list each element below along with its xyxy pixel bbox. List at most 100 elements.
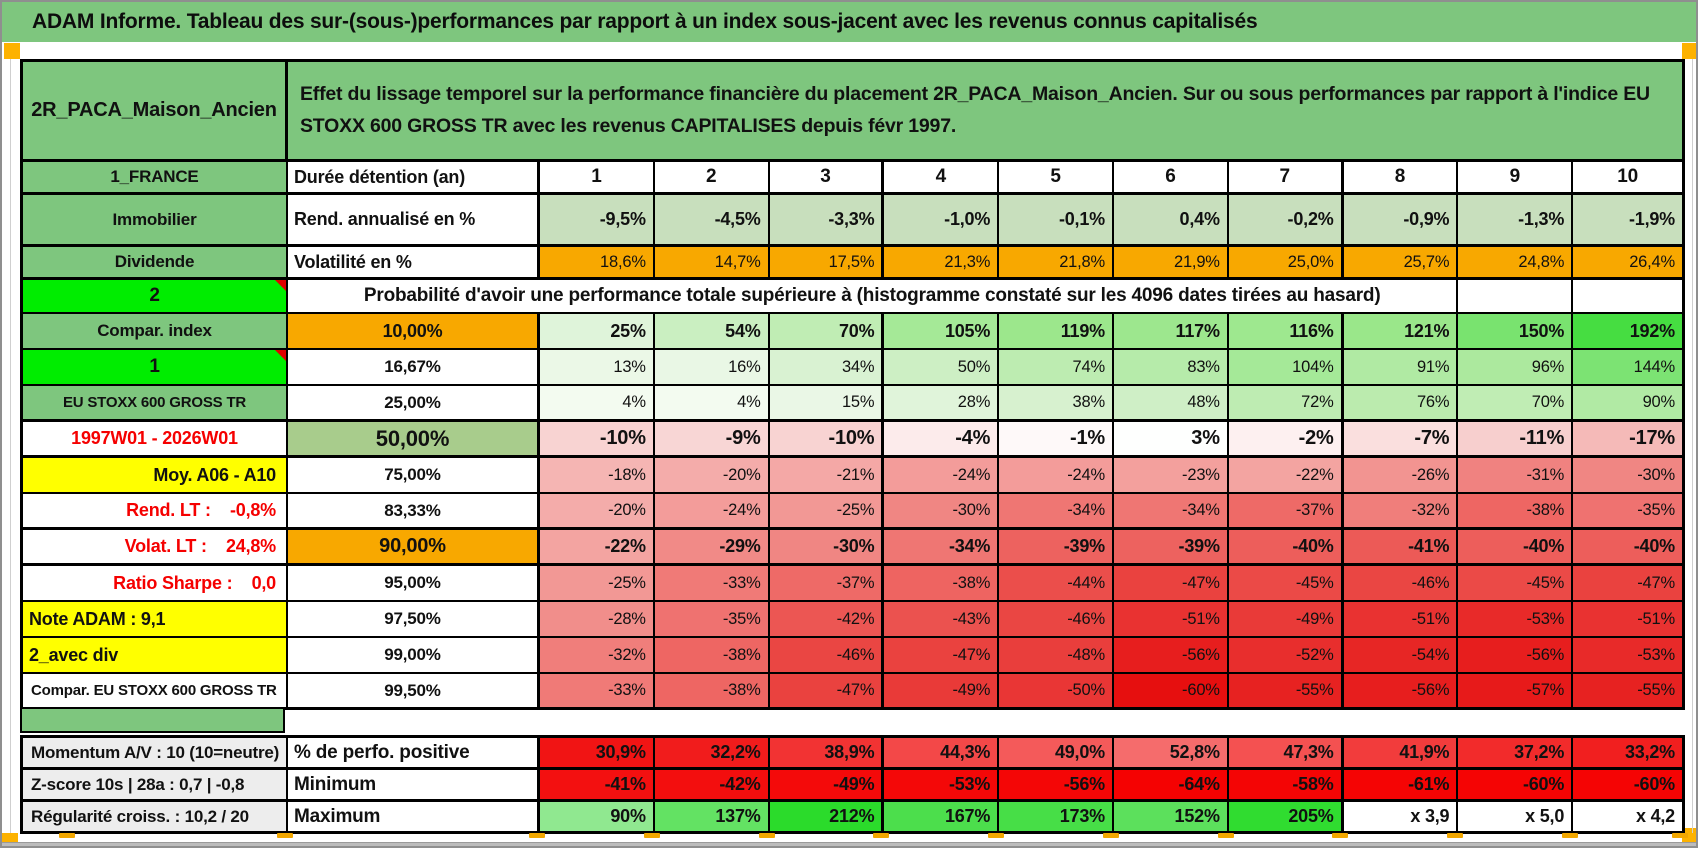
- data-cell[interactable]: -38%: [884, 566, 1000, 602]
- data-cell[interactable]: -47%: [1573, 566, 1685, 602]
- data-cell[interactable]: 25,7%: [1343, 247, 1459, 280]
- data-cell[interactable]: -20%: [654, 458, 770, 494]
- data-cell[interactable]: 54%: [654, 314, 770, 350]
- row-label-cell[interactable]: Moy. A06 - A10: [23, 458, 288, 494]
- data-cell[interactable]: -55%: [1228, 674, 1344, 710]
- data-cell[interactable]: 25%: [540, 314, 655, 350]
- data-cell[interactable]: -53%: [884, 770, 1000, 802]
- data-cell[interactable]: 30,9%: [540, 738, 655, 770]
- data-cell[interactable]: 26,4%: [1573, 247, 1685, 280]
- data-cell[interactable]: 34%: [769, 350, 885, 386]
- data-cell[interactable]: 119%: [999, 314, 1114, 350]
- data-cell[interactable]: -49%: [769, 770, 885, 802]
- data-cell[interactable]: -11%: [1458, 422, 1574, 458]
- metric-label-cell[interactable]: 95,00%: [288, 566, 540, 602]
- data-cell[interactable]: 121%: [1343, 314, 1459, 350]
- data-cell[interactable]: -47%: [884, 638, 1000, 674]
- data-cell[interactable]: -56%: [1458, 638, 1574, 674]
- data-cell[interactable]: -38%: [654, 638, 770, 674]
- data-cell[interactable]: -45%: [1458, 566, 1574, 602]
- data-cell[interactable]: -17%: [1573, 422, 1685, 458]
- data-cell[interactable]: 4%: [654, 386, 770, 422]
- data-cell[interactable]: 144%: [1573, 350, 1685, 386]
- data-cell[interactable]: 21,8%: [999, 247, 1114, 280]
- data-cell[interactable]: -51%: [1573, 602, 1685, 638]
- data-cell[interactable]: 70%: [769, 314, 885, 350]
- data-cell[interactable]: 192%: [1573, 314, 1685, 350]
- data-cell[interactable]: -3,3%: [769, 195, 885, 247]
- data-cell[interactable]: -39%: [999, 530, 1114, 566]
- data-cell[interactable]: 116%: [1228, 314, 1344, 350]
- data-cell[interactable]: -60%: [1113, 674, 1229, 710]
- data-cell[interactable]: 173%: [999, 802, 1114, 834]
- data-cell[interactable]: -0,1%: [999, 195, 1114, 247]
- data-cell[interactable]: 47,3%: [1228, 738, 1344, 770]
- metric-label-cell[interactable]: 99,50%: [288, 674, 540, 710]
- data-cell[interactable]: -32%: [540, 638, 655, 674]
- data-cell[interactable]: 96%: [1458, 350, 1574, 386]
- data-cell[interactable]: 33,2%: [1573, 738, 1685, 770]
- data-cell[interactable]: -46%: [999, 602, 1114, 638]
- data-cell[interactable]: -41%: [540, 770, 655, 802]
- data-cell[interactable]: 13%: [540, 350, 655, 386]
- data-cell[interactable]: 5: [999, 162, 1114, 195]
- data-cell[interactable]: -1,3%: [1458, 195, 1574, 247]
- data-cell[interactable]: -0,2%: [1228, 195, 1344, 247]
- data-cell[interactable]: 28%: [884, 386, 1000, 422]
- data-cell[interactable]: 105%: [884, 314, 1000, 350]
- data-cell[interactable]: x 4,2: [1573, 802, 1685, 834]
- row-label-cell[interactable]: Immobilier: [23, 195, 288, 247]
- data-cell[interactable]: 21,3%: [884, 247, 1000, 280]
- metric-label-cell[interactable]: 99,00%: [288, 638, 540, 674]
- data-cell[interactable]: 50%: [884, 350, 1000, 386]
- data-cell[interactable]: 3%: [1113, 422, 1229, 458]
- data-cell[interactable]: -40%: [1573, 530, 1685, 566]
- data-cell[interactable]: -21%: [769, 458, 885, 494]
- data-cell[interactable]: -46%: [769, 638, 885, 674]
- data-cell[interactable]: 167%: [884, 802, 1000, 834]
- data-cell[interactable]: 205%: [1228, 802, 1344, 834]
- data-cell[interactable]: -34%: [884, 530, 1000, 566]
- data-cell[interactable]: 83%: [1113, 350, 1229, 386]
- row-label-cell[interactable]: 2: [23, 280, 288, 314]
- data-cell[interactable]: x 3,9: [1343, 802, 1459, 834]
- metric-label-cell[interactable]: 75,00%: [288, 458, 540, 494]
- data-cell[interactable]: -60%: [1573, 770, 1685, 802]
- metric-label-cell[interactable]: 83,33%: [288, 494, 540, 530]
- metric-label-cell[interactable]: 97,50%: [288, 602, 540, 638]
- data-cell[interactable]: -52%: [1228, 638, 1344, 674]
- data-cell[interactable]: 14,7%: [654, 247, 770, 280]
- data-cell[interactable]: -45%: [1228, 566, 1344, 602]
- data-cell[interactable]: -43%: [884, 602, 1000, 638]
- metric-label-cell[interactable]: Volatilité en %: [288, 247, 540, 280]
- data-cell[interactable]: -38%: [1458, 494, 1574, 530]
- data-cell[interactable]: -31%: [1458, 458, 1574, 494]
- metric-label-cell[interactable]: 50,00%: [288, 422, 540, 458]
- data-cell[interactable]: -20%: [540, 494, 655, 530]
- row-label-cell[interactable]: Z-score 10s | 28a : 0,7 | -0,8: [23, 770, 288, 802]
- data-cell[interactable]: 76%: [1343, 386, 1459, 422]
- data-cell[interactable]: -40%: [1458, 530, 1574, 566]
- empty-cell[interactable]: [1573, 280, 1685, 314]
- empty-cell[interactable]: [1458, 280, 1574, 314]
- data-cell[interactable]: -58%: [1228, 770, 1344, 802]
- data-cell[interactable]: -4,5%: [654, 195, 770, 247]
- data-cell[interactable]: 44,3%: [884, 738, 1000, 770]
- data-cell[interactable]: 152%: [1113, 802, 1229, 834]
- metric-label-cell[interactable]: 90,00%: [288, 530, 540, 566]
- row-label-cell[interactable]: 1_FRANCE: [23, 162, 288, 195]
- data-cell[interactable]: -41%: [1343, 530, 1459, 566]
- row-label-cell[interactable]: Dividende: [23, 247, 288, 280]
- data-cell[interactable]: 16%: [654, 350, 770, 386]
- data-cell[interactable]: -37%: [769, 566, 885, 602]
- data-cell[interactable]: -25%: [769, 494, 885, 530]
- data-cell[interactable]: -28%: [540, 602, 655, 638]
- data-cell[interactable]: -56%: [999, 770, 1114, 802]
- data-cell[interactable]: 8: [1343, 162, 1459, 195]
- metric-label-cell[interactable]: % de perfo. positive: [288, 738, 540, 770]
- data-cell[interactable]: -50%: [999, 674, 1114, 710]
- data-cell[interactable]: -53%: [1573, 638, 1685, 674]
- data-cell[interactable]: 1: [540, 162, 655, 195]
- data-cell[interactable]: -42%: [654, 770, 770, 802]
- row-label-cell[interactable]: Régularité croiss. : 10,2 / 20: [23, 802, 288, 834]
